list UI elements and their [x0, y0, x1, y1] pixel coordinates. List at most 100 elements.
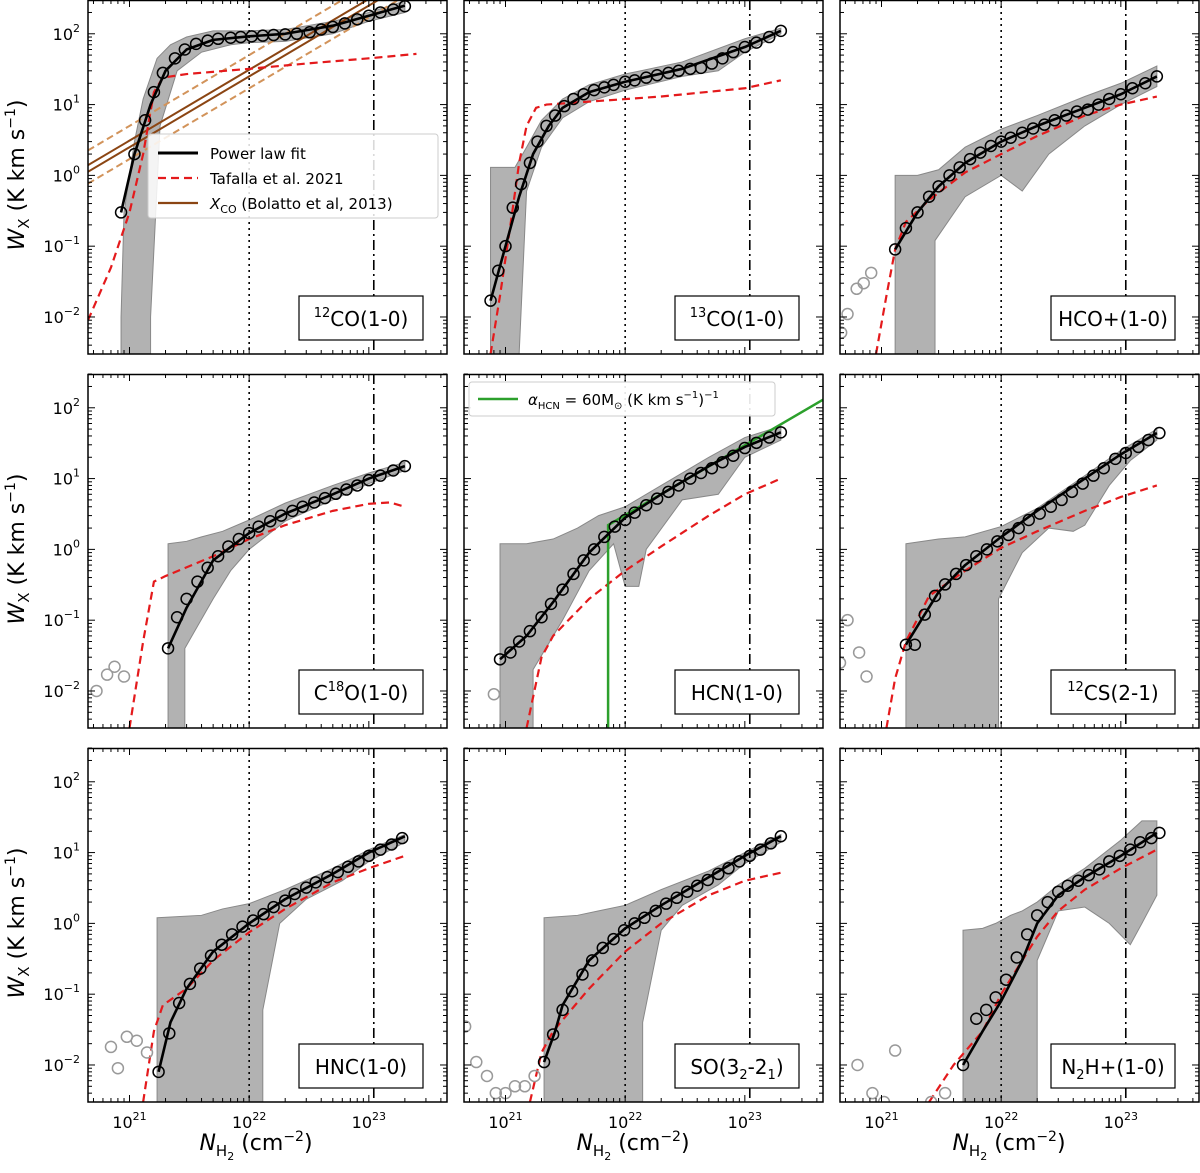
data-point	[189, 37, 203, 51]
data-point	[163, 1027, 176, 1040]
x-tick-label: 1021	[488, 1110, 522, 1132]
data-point	[499, 239, 512, 253]
data-point	[750, 436, 763, 450]
panel-frame	[87, 373, 448, 729]
data-point	[326, 20, 340, 34]
data-point	[705, 57, 719, 70]
outlier-point	[518, 1080, 532, 1093]
data-point	[257, 907, 270, 921]
tafalla-curve	[885, 484, 1158, 728]
data-point	[331, 865, 345, 879]
data-point	[680, 885, 694, 898]
data-point	[763, 30, 776, 44]
y-tick-label: 100	[53, 163, 80, 185]
data-point	[974, 146, 987, 159]
data-point	[161, 642, 175, 655]
power-law-fit	[894, 75, 1158, 251]
panel-label-box	[298, 295, 424, 341]
y-tick-label: 102	[53, 22, 80, 44]
tafalla-curve	[489, 79, 782, 354]
data-point	[716, 456, 729, 469]
data-point	[628, 506, 641, 519]
data-point	[168, 52, 182, 65]
data-point	[970, 1012, 983, 1025]
data-point	[1038, 118, 1051, 131]
data-point	[172, 996, 186, 1010]
data-point	[705, 461, 719, 475]
data-point	[278, 894, 292, 907]
data-point	[267, 900, 280, 914]
data-point	[628, 74, 641, 87]
data-point	[607, 932, 620, 946]
data-point	[296, 500, 309, 514]
data-point	[303, 26, 316, 39]
tafalla-curve	[928, 848, 1158, 1102]
legend-main-frame	[147, 133, 439, 219]
x-tick-label: 1022	[984, 1110, 1018, 1132]
data-point	[922, 190, 936, 203]
data-point	[201, 561, 214, 575]
power-law-fit	[961, 831, 1158, 1066]
panel-label-box	[1050, 669, 1176, 715]
x-axis-label-col-2: NH2 (cm−2)	[576, 1129, 689, 1163]
data-point	[738, 40, 752, 54]
outlier-point	[464, 1020, 472, 1033]
data-point	[959, 558, 973, 572]
data-point	[211, 549, 225, 563]
data-point	[374, 6, 387, 19]
data-point	[694, 61, 708, 75]
x-tick-label: 1022	[608, 1110, 642, 1132]
panel-5: HCN(1-0)	[463, 373, 824, 729]
panel-label: HCO+(1-0)	[1058, 307, 1168, 331]
outlier-point	[864, 266, 878, 280]
data-point	[726, 45, 740, 59]
data-point	[1015, 126, 1029, 140]
data-point	[385, 838, 398, 851]
data-point	[716, 52, 729, 65]
panel-8: 1021 1022 1023 SO(32-21)	[463, 747, 824, 1132]
panel-label-box	[298, 1043, 424, 1089]
panel-label: C18O(1-0)	[314, 680, 409, 705]
data-point	[1061, 879, 1074, 893]
legend-hcn-frame	[468, 381, 776, 417]
data-point	[722, 862, 735, 875]
panel-frame	[463, 0, 824, 355]
data-point	[374, 469, 387, 482]
data-point	[1026, 122, 1040, 135]
data-point	[899, 221, 913, 235]
x-tick-label: 1021	[112, 1110, 146, 1132]
data-point	[1114, 87, 1128, 101]
outlier-point	[850, 282, 863, 296]
tafalla-curve	[874, 95, 1158, 354]
y-tick-label: 101	[53, 841, 80, 863]
legend-main: Power law fit Tafalla et al. 2021 XCO (B…	[147, 133, 439, 219]
panel-plot-area	[484, 0, 788, 354]
data-point	[774, 426, 788, 439]
panel-frame	[839, 0, 1200, 355]
data-point	[504, 646, 517, 659]
power-law-fit	[542, 835, 782, 1063]
data-point	[224, 31, 237, 44]
data-point	[1153, 826, 1166, 840]
data-point	[232, 532, 246, 546]
svg-text:WX (K km s−1): WX (K km s−1)	[3, 100, 33, 251]
data-point	[1004, 131, 1017, 145]
data-point	[548, 109, 562, 122]
y-tick-label: 10−2	[43, 305, 80, 327]
panel-1: 10−2 10−1 100 101 102 12CO(1-0)	[43, 0, 448, 355]
panel-plot-area	[90, 374, 412, 728]
scatter-band	[894, 65, 1158, 354]
scatter-band	[499, 425, 782, 728]
scatter-band	[490, 27, 782, 354]
panel-label-box	[674, 295, 800, 341]
outlier-point	[528, 1069, 541, 1083]
data-point	[684, 472, 697, 485]
data-point	[1139, 77, 1152, 90]
legend-hcn: αHCN = 60M⊙ (K km s−1)−1	[468, 381, 776, 417]
panel-plot-area	[487, 374, 823, 728]
data-point	[1109, 452, 1122, 466]
data-point	[329, 487, 343, 501]
data-point	[191, 575, 204, 588]
data-point	[246, 914, 260, 927]
data-point	[585, 954, 599, 967]
